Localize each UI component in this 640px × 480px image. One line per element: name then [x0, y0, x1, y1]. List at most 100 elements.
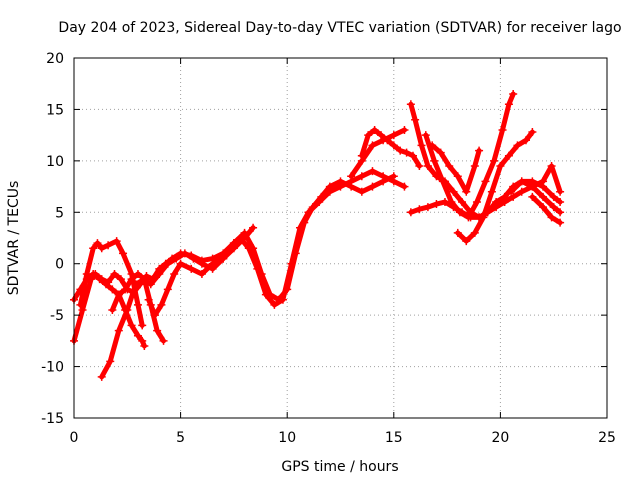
data-point — [308, 203, 317, 212]
data-point — [509, 192, 518, 201]
data-point — [127, 270, 136, 278]
data-point — [300, 218, 309, 227]
data-point — [539, 203, 548, 212]
data-point — [106, 357, 115, 366]
data-point — [131, 280, 140, 289]
data-point — [112, 237, 121, 246]
data-point — [208, 259, 217, 268]
data-point — [507, 187, 516, 196]
data-point — [119, 249, 128, 258]
data-point — [430, 156, 439, 165]
series-line — [455, 129, 535, 244]
data-point — [270, 300, 279, 309]
data-point — [539, 177, 548, 186]
data-point — [108, 306, 117, 314]
data-point — [110, 270, 119, 278]
data-point — [389, 141, 398, 150]
data-point — [163, 285, 172, 294]
data-point — [266, 290, 275, 299]
data-point — [138, 336, 147, 345]
data-point — [325, 182, 334, 191]
data-point — [556, 208, 565, 217]
series-track-12 — [453, 128, 537, 246]
data-point — [157, 300, 166, 309]
data-point — [521, 136, 530, 145]
series-track-5 — [108, 290, 149, 350]
data-point — [229, 244, 238, 253]
data-point — [172, 254, 181, 263]
series-line — [423, 91, 516, 220]
series-line — [71, 168, 407, 344]
data-point — [121, 306, 130, 314]
data-point — [406, 208, 415, 217]
data-point — [453, 172, 462, 181]
data-point — [539, 192, 548, 201]
data-point — [347, 182, 356, 191]
series-track-15 — [528, 192, 565, 227]
data-point — [509, 90, 518, 98]
data-point — [180, 249, 189, 258]
data-point — [108, 285, 117, 294]
axis-ticks: 0 5 10 15 20 25 -15 -10 -5 0 5 10 15 20 — [41, 51, 616, 446]
data-point — [197, 259, 206, 268]
data-point — [556, 198, 565, 206]
data-point — [475, 146, 484, 155]
series-line — [359, 127, 422, 169]
data-point — [400, 126, 409, 134]
data-point — [402, 148, 411, 157]
data-point — [97, 244, 106, 253]
data-point — [481, 177, 490, 186]
series-track-11 — [421, 90, 518, 222]
data-point — [219, 254, 228, 263]
data-point — [547, 213, 556, 222]
data-point — [472, 198, 481, 206]
data-point — [240, 234, 249, 242]
x-tick-label: 20 — [491, 430, 509, 446]
data-point — [421, 131, 430, 140]
data-point — [462, 237, 471, 246]
y-tick-label: 0 — [55, 257, 64, 273]
data-point — [504, 100, 513, 109]
data-point — [368, 182, 377, 191]
data-point — [396, 146, 405, 155]
x-axis-label: GPS time / hours — [281, 459, 398, 475]
data-point — [423, 203, 432, 212]
data-point — [101, 280, 110, 289]
data-point — [140, 342, 149, 350]
data-point — [498, 126, 507, 134]
data-point — [470, 162, 479, 170]
data-point — [479, 213, 488, 222]
data-point — [95, 275, 104, 284]
y-tick-label: 20 — [46, 51, 64, 67]
series-track-13 — [428, 141, 484, 196]
data-point — [528, 182, 537, 191]
data-point — [127, 321, 136, 330]
data-point — [438, 177, 447, 186]
data-point — [317, 192, 326, 201]
data-point — [89, 244, 98, 253]
data-point — [159, 336, 168, 345]
series-track-2 — [70, 172, 398, 304]
x-tick-label: 15 — [385, 430, 403, 446]
data-point — [436, 148, 445, 157]
data-point — [496, 162, 505, 170]
data-point — [144, 295, 153, 304]
data-point — [449, 187, 458, 196]
data-point — [547, 162, 556, 170]
grid — [74, 58, 607, 418]
data-point — [408, 151, 417, 160]
y-tick-label: -10 — [41, 360, 64, 376]
data-point — [249, 223, 258, 232]
data-point — [447, 198, 456, 206]
data-point — [492, 198, 501, 206]
data-point — [97, 372, 106, 381]
y-axis-label: SDTVAR / TECUs — [6, 181, 22, 296]
data-point — [462, 187, 471, 196]
data-point — [93, 239, 102, 248]
data-point — [453, 228, 462, 237]
series-line — [508, 163, 563, 195]
data-point — [155, 270, 164, 278]
data-point — [470, 228, 479, 237]
